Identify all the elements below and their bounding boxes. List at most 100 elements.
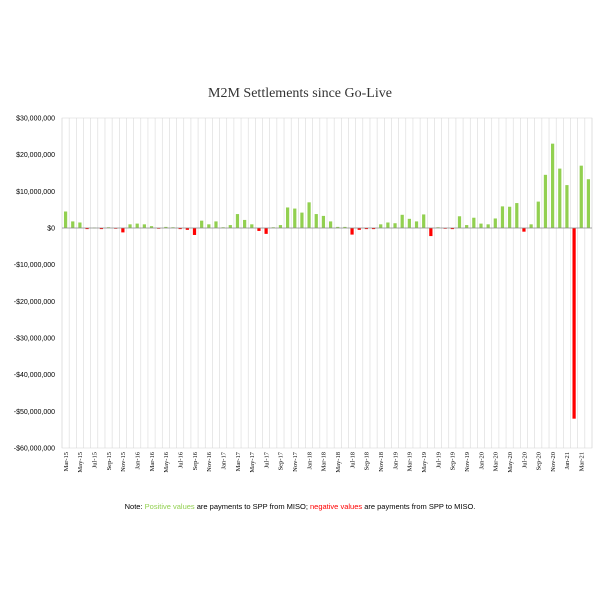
y-tick-label: -$60,000,000 <box>14 446 55 453</box>
bar <box>450 228 454 230</box>
x-tick-label: Sep-16 <box>192 451 199 470</box>
x-tick-label: Nov-18 <box>378 452 385 472</box>
bar <box>414 221 419 228</box>
bar <box>343 226 347 228</box>
bar <box>300 212 304 228</box>
footnote: Note: Positive values are payments to SP… <box>0 502 600 511</box>
bar <box>443 228 447 229</box>
bar <box>572 228 576 419</box>
y-tick-label: $10,000,000 <box>16 189 55 196</box>
bar <box>393 223 397 228</box>
chart-title: M2M Settlements since Go-Live <box>208 86 392 101</box>
x-tick-label: May-17 <box>249 451 256 472</box>
note-negative-phrase: negative values <box>310 502 363 511</box>
note-prefix: Note: <box>124 502 145 511</box>
bar <box>550 143 555 228</box>
bar <box>407 218 411 228</box>
bar <box>422 214 426 228</box>
bar <box>558 168 562 228</box>
x-tick-label: Jan-20 <box>478 452 485 469</box>
x-tick-label: Nov-20 <box>550 452 557 472</box>
bar <box>142 224 146 228</box>
y-tick-label: -$30,000,000 <box>14 336 55 343</box>
x-tick-label: Jan-17 <box>220 451 227 469</box>
y-axis-labels: $30,000,000 $20,000,000 $10,000,000 $0 -$10,… <box>14 116 55 453</box>
bar <box>321 215 326 228</box>
bar <box>371 228 376 230</box>
y-tick-label: -$20,000,000 <box>14 299 55 306</box>
bar <box>85 228 89 230</box>
x-tick-label: Nov-15 <box>120 452 127 472</box>
bar <box>508 206 512 228</box>
x-tick-label: Nov-17 <box>292 451 299 472</box>
y-tick-label: -$10,000,000 <box>14 262 55 269</box>
x-tick-label: Jul-18 <box>349 452 356 468</box>
y-tick-label: $0 <box>47 226 55 233</box>
x-tick-label: May-18 <box>335 452 342 473</box>
bar <box>336 226 340 228</box>
x-tick-label: Jul-17 <box>263 451 270 468</box>
x-tick-label: Jan-21 <box>564 452 571 469</box>
bar <box>171 227 175 228</box>
x-tick-label: Jan-16 <box>135 451 142 469</box>
bar <box>99 228 104 230</box>
bar <box>436 227 440 228</box>
bar <box>285 207 290 228</box>
bar <box>486 224 490 228</box>
x-tick-label: Sep-18 <box>364 452 371 470</box>
bar <box>429 228 433 237</box>
bar <box>63 211 68 228</box>
bar <box>529 224 533 228</box>
bar <box>536 201 540 228</box>
bar <box>314 214 318 228</box>
x-tick-label: Nov-16 <box>206 451 213 472</box>
x-tick-label: Jul-20 <box>521 452 528 468</box>
bar <box>386 222 390 228</box>
bar <box>379 224 383 228</box>
bar <box>328 221 333 228</box>
bar <box>457 216 462 228</box>
bar <box>465 225 469 228</box>
bar <box>185 228 189 230</box>
x-tick-label: Mar-19 <box>407 452 414 471</box>
bar <box>543 174 548 228</box>
bar <box>493 218 497 228</box>
bar <box>243 219 247 228</box>
bar-series <box>63 143 591 419</box>
x-tick-label: May-19 <box>421 452 428 473</box>
x-tick-label: Mar-21 <box>579 452 586 471</box>
bar <box>178 228 182 230</box>
bar <box>307 202 311 228</box>
x-tick-label: Sep-17 <box>278 451 285 470</box>
axes <box>61 117 593 449</box>
bar <box>228 225 232 228</box>
bar <box>106 227 111 228</box>
bar <box>200 220 204 228</box>
x-tick-label: Mar-18 <box>321 452 328 471</box>
bar <box>71 221 75 228</box>
bar <box>214 221 218 228</box>
bar <box>479 223 483 228</box>
x-tick-label: Jul-15 <box>92 452 99 468</box>
x-tick-label: Jul-19 <box>435 452 442 468</box>
x-tick-label: Sep-15 <box>106 452 113 470</box>
x-tick-label: Mar-16 <box>149 451 156 471</box>
bar <box>257 228 261 231</box>
bar <box>565 185 569 228</box>
x-tick-label: Sep-20 <box>536 452 543 470</box>
x-tick-label: Jan-18 <box>306 452 313 469</box>
y-tick-label: -$50,000,000 <box>14 409 55 416</box>
bar <box>221 227 225 228</box>
note-positive-phrase: Positive values <box>144 502 195 511</box>
bar <box>271 227 275 228</box>
bar <box>192 228 197 235</box>
x-tick-label: Mar-20 <box>493 452 500 471</box>
plot-frame <box>61 117 593 449</box>
x-tick-label: Mar-17 <box>235 451 242 471</box>
bar <box>128 224 132 228</box>
x-tick-label: Sep-19 <box>450 452 457 470</box>
bar <box>586 179 591 228</box>
bar <box>157 228 161 229</box>
bar <box>579 165 583 228</box>
